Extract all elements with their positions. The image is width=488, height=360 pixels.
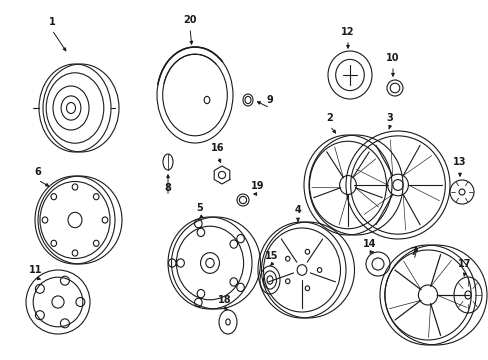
Text: 12: 12 — [341, 27, 354, 37]
Text: 6: 6 — [35, 167, 41, 177]
Text: 9: 9 — [266, 95, 273, 105]
Text: 18: 18 — [218, 295, 231, 305]
Text: 15: 15 — [264, 251, 278, 261]
Text: 8: 8 — [164, 183, 171, 193]
Text: 14: 14 — [363, 239, 376, 249]
Text: 20: 20 — [183, 15, 196, 25]
Text: 19: 19 — [251, 181, 264, 191]
Text: 13: 13 — [452, 157, 466, 167]
Text: 16: 16 — [211, 143, 224, 153]
Text: 4: 4 — [294, 205, 301, 215]
Text: 7: 7 — [410, 247, 417, 257]
Text: 3: 3 — [386, 113, 392, 123]
Text: 17: 17 — [457, 259, 471, 269]
Text: 5: 5 — [196, 203, 203, 213]
Text: 2: 2 — [326, 113, 333, 123]
Text: 1: 1 — [48, 17, 55, 27]
Text: 10: 10 — [386, 53, 399, 63]
Text: 11: 11 — [29, 265, 42, 275]
